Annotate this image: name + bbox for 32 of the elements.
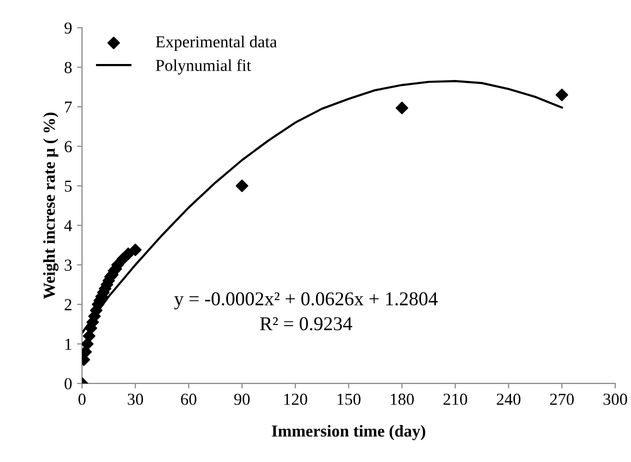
x-tick-label: 150: [338, 394, 360, 405]
y-tick-label: 2: [64, 299, 72, 310]
y-axis-title: Weight increse rate μ ( %): [43, 112, 58, 300]
legend-label: Polynumial fit: [156, 59, 252, 74]
point: [396, 102, 408, 114]
x-tick-label: 0: [78, 394, 86, 405]
x-tick-label: 270: [550, 394, 574, 405]
x-tick-label: 210: [444, 394, 468, 405]
x-tick-label: 60: [181, 394, 196, 405]
annotation: R² = 0.9234: [260, 317, 352, 330]
x-tick-label: 30: [128, 394, 144, 405]
y-tick-label: 0: [64, 378, 72, 390]
y-tick-label: 3: [64, 260, 72, 271]
y-tick-label: 5: [64, 180, 72, 192]
point: [82, 338, 94, 350]
point: [556, 88, 568, 102]
x-tick-label: 90: [234, 394, 250, 405]
x-tick-label: 180: [390, 394, 414, 405]
annotation: y = -0.0002x² + 0.0626x + 1.2804: [174, 292, 438, 310]
y-tick-label: 6: [64, 141, 72, 152]
y-tick-label: 8: [64, 62, 72, 74]
y-tick-label: 7: [65, 102, 72, 113]
x-tick-label: 300: [604, 394, 628, 405]
point: [236, 180, 248, 192]
legend-label: Experimental data: [156, 36, 277, 51]
y-tick-label: 4: [64, 220, 72, 232]
point: [129, 244, 142, 256]
y-tick-label: 9: [64, 22, 72, 34]
x-tick-label: 120: [284, 394, 308, 405]
x-tick-label: 240: [496, 394, 520, 405]
y-tick-label: 1: [65, 338, 72, 350]
x-axis-title: Immersion time (day): [272, 424, 426, 440]
